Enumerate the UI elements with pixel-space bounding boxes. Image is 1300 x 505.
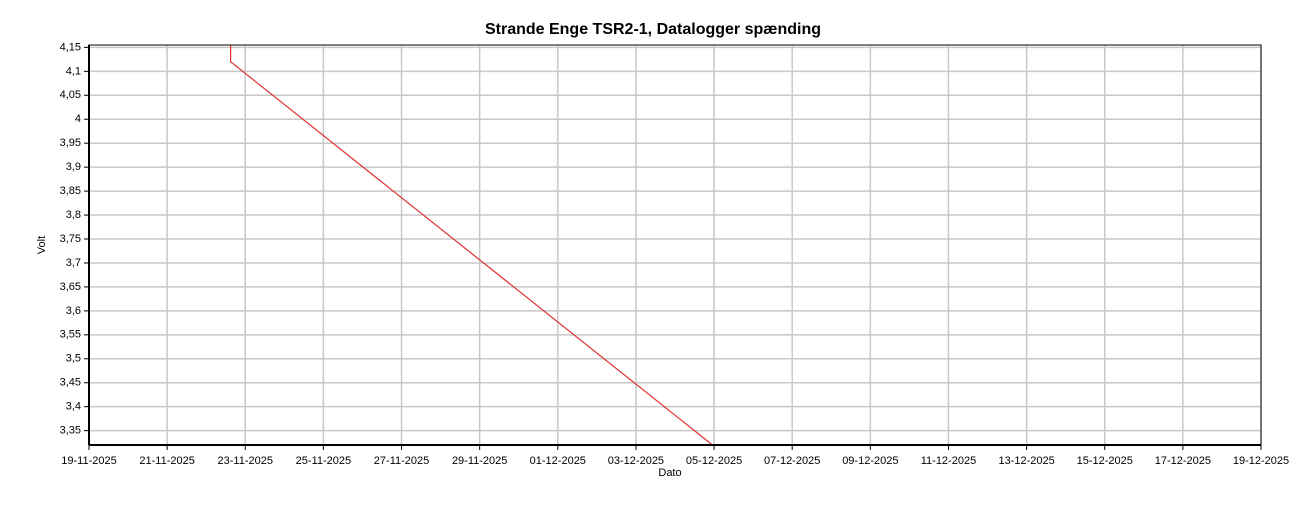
- x-tick-label: 01-12-2025: [530, 455, 586, 467]
- x-tick-label: 19-12-2025: [1233, 455, 1289, 467]
- x-tick-label: 15-12-2025: [1077, 455, 1133, 467]
- y-tick-label: 3,95: [60, 137, 81, 149]
- x-tick-label: 27-11-2025: [374, 455, 429, 467]
- y-tick-label: 4,05: [60, 89, 81, 101]
- x-tick-label: 11-12-2025: [921, 455, 976, 467]
- grid: [88, 45, 1262, 445]
- x-tick-label: 05-12-2025: [686, 455, 742, 467]
- x-tick-label: 21-11-2025: [139, 455, 194, 467]
- x-axis-label: Dato: [658, 467, 681, 479]
- x-tick-label: 29-11-2025: [452, 455, 507, 467]
- y-tick-label: 3,4: [66, 401, 81, 413]
- y-tick-label: 3,6: [66, 305, 81, 317]
- x-tick-label: 17-12-2025: [1155, 455, 1211, 467]
- x-tick-label: 07-12-2025: [764, 455, 820, 467]
- y-tick-label: 3,35: [60, 425, 81, 437]
- chart-title: Strande Enge TSR2-1, Datalogger spænding: [485, 21, 821, 38]
- x-tick-label: 25-11-2025: [296, 455, 351, 467]
- y-tick-label: 3,8: [66, 209, 81, 221]
- x-tick-label: 23-11-2025: [218, 455, 273, 467]
- x-tick-label: 03-12-2025: [608, 455, 664, 467]
- y-tick-label: 3,9: [66, 161, 81, 173]
- x-tick-label: 09-12-2025: [842, 455, 898, 467]
- y-tick-label: 3,55: [60, 329, 81, 341]
- data-line: [230, 45, 713, 445]
- y-tick-label: 4,15: [60, 41, 81, 53]
- x-tick-label: 13-12-2025: [998, 455, 1054, 467]
- y-tick-label: 4,1: [66, 65, 81, 77]
- y-tick-label: 3,85: [60, 185, 81, 197]
- plot-area: [230, 45, 713, 445]
- y-tick-label: 3,65: [60, 281, 81, 293]
- y-axis-label: Volt: [36, 236, 48, 254]
- y-tick-label: 3,7: [66, 257, 81, 269]
- y-tick-label: 3,45: [60, 377, 81, 389]
- y-tick-label: 4: [75, 113, 81, 125]
- y-tick-label: 3,5: [66, 353, 81, 365]
- y-tick-label: 3,75: [60, 233, 81, 245]
- x-tick-label: 19-11-2025: [61, 455, 116, 467]
